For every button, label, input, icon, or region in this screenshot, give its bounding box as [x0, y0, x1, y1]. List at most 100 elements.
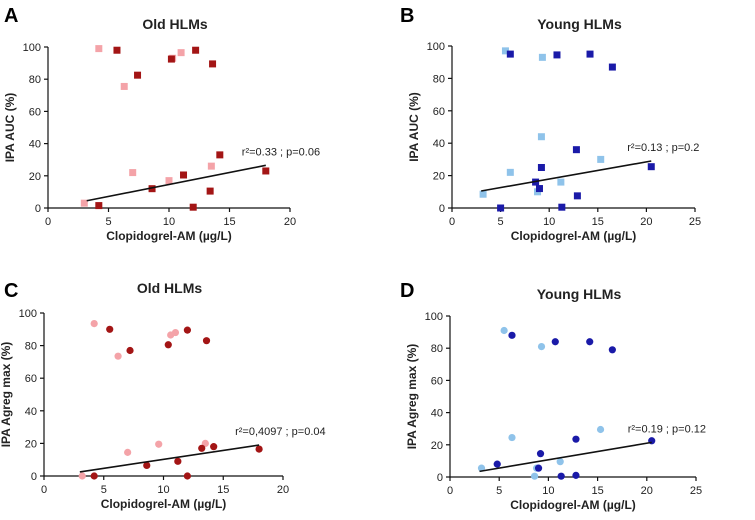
panel-b-point-dark: [553, 51, 561, 59]
panel-a-y-tick-label: 60: [29, 106, 41, 118]
panel-a-y-tick-label: 100: [23, 42, 41, 54]
panel-b-point-dark: [497, 204, 505, 212]
panel-c-point-dark: [143, 461, 151, 470]
panel-c-y-tick-label: 80: [25, 341, 37, 353]
panel-c: C Old HLMs 0 20 40 60 80 100 0 5 10 15 20 Clopidogrel…: [0, 280, 326, 511]
panel-c-point-dark: [202, 337, 211, 345]
panel-d-point-dark: [551, 338, 559, 346]
panel-b-point-dark: [647, 163, 655, 171]
panel-a-point-light: [165, 177, 173, 185]
panel-a-point-dark: [206, 187, 214, 195]
panel-c-point-dark: [183, 472, 191, 480]
panel-b-stats-annotation: r²=0.13 ; p=0.2: [627, 142, 699, 154]
panel-b-y-tick-label: 20: [433, 171, 445, 183]
panel-d-x-tick-label: 20: [641, 485, 653, 497]
panel-b-x-axis-label: Clopidogrel-AM (µg/L): [511, 229, 637, 243]
panel-c-point-dark: [183, 326, 191, 334]
panel-b-y-tick-label: 60: [433, 106, 445, 118]
panel-c-point-dark: [106, 325, 114, 333]
panel-c-title: Old HLMs: [137, 280, 203, 296]
panel-c-point-light: [155, 440, 163, 448]
panel-d-point-light: [556, 458, 564, 466]
panel-a-y-tick-label: 20: [29, 171, 41, 183]
panel-c-point-light: [124, 448, 132, 456]
panel-d-point-dark: [586, 338, 594, 346]
panel-c-y-tick-label: 20: [25, 438, 37, 450]
panel-a-point-dark: [134, 71, 142, 79]
panel-b-x-tick-label: 0: [449, 216, 455, 228]
panel-c-point-dark: [164, 341, 172, 349]
panel-b-x-tick-label: 15: [592, 216, 604, 228]
panel-a-point-dark: [167, 55, 175, 63]
panel-d-point-dark: [534, 464, 543, 472]
panel-c-y-tick-label: 0: [31, 471, 37, 483]
panel-b-regression-line: [481, 160, 652, 192]
panel-d-point-light: [531, 472, 539, 480]
panel-b-point-light: [538, 53, 546, 61]
panel-d-point-dark: [572, 435, 580, 443]
panel-b-point-dark: [558, 203, 566, 211]
panel-b-y-axis-label: IPA AUC (%): [407, 92, 421, 162]
panel-a-letter: A: [4, 5, 18, 27]
panel-d: D Young HLMs 0 20 40 60 80 100 0 5 10 15 20 25 Clopido…: [400, 280, 706, 512]
panel-b-title: Young HLMs: [537, 16, 622, 32]
panel-d-x-tick-label: 0: [447, 485, 453, 497]
panel-d-y-tick-label: 20: [431, 440, 443, 452]
panel-b-y-tick-label: 0: [439, 203, 445, 215]
panel-c-point-dark: [90, 472, 98, 480]
panel-c-point-light: [114, 352, 122, 360]
panel-a: A Old HLMs 0 20 40 60 80 100 0 5 10 15 20 Clopidogrel…: [3, 5, 320, 243]
panel-d-y-tick-label: 40: [431, 408, 443, 420]
panel-a-x-tick-label: 10: [163, 216, 175, 228]
panel-a-point-dark: [209, 60, 217, 68]
panel-b-point-light: [537, 133, 545, 141]
panel-d-y-tick-label: 100: [425, 311, 443, 323]
panel-b-point-dark: [608, 63, 616, 71]
panel-d-point-light: [508, 433, 516, 442]
panel-b-point-light: [557, 178, 565, 186]
panel-c-x-tick-label: 10: [157, 484, 169, 496]
panel-d-x-tick-label: 25: [690, 485, 702, 497]
panel-a-point-light: [80, 199, 88, 207]
panel-a-y-tick-label: 0: [35, 203, 41, 215]
panel-c-x-tick-label: 15: [217, 484, 229, 496]
panel-c-x-tick-label: 5: [101, 484, 107, 496]
panel-c-point-light: [78, 472, 86, 480]
panel-d-point-dark: [572, 471, 580, 479]
panel-a-title: Old HLMs: [142, 16, 208, 32]
panel-b-point-dark: [535, 185, 543, 193]
panel-a-x-tick-label: 20: [284, 216, 296, 228]
panel-c-point-light: [90, 319, 98, 328]
panel-a-point-dark: [262, 167, 270, 175]
panel-b: B Young HLMs 0 20 40 60 80 100 0 5 10 15 20 25 Clopido…: [400, 5, 701, 243]
panel-a-point-light: [177, 49, 185, 57]
panel-b-point-light: [501, 47, 509, 55]
panel-a-point-dark: [113, 46, 121, 54]
panel-c-point-dark: [174, 457, 182, 465]
panel-b-y-tick-label: 40: [433, 138, 445, 150]
panel-c-x-tick-label: 0: [41, 484, 47, 496]
panel-b-point-dark: [573, 192, 581, 200]
panel-c-y-tick-label: 60: [25, 373, 37, 385]
panel-d-stats-annotation: r²=0.19 ; p=0.12: [628, 423, 706, 435]
panel-a-point-light: [207, 162, 215, 170]
panel-a-x-axis-label: Clopidogrel-AM (µg/L): [106, 229, 232, 243]
panel-d-y-tick-label: 80: [431, 343, 443, 355]
panel-b-point-dark: [537, 164, 545, 171]
panel-b-y-tick-label: 100: [427, 41, 445, 53]
panel-d-point-light: [596, 425, 605, 434]
panel-c-y-tick-label: 100: [19, 308, 37, 320]
panel-b-x-tick-label: 25: [689, 216, 701, 228]
panel-a-y-axis-label: IPA AUC (%): [3, 93, 17, 163]
panel-a-y-tick-label: 80: [29, 74, 41, 86]
panel-b-x-tick-label: 5: [498, 216, 504, 228]
panel-a-point-light: [95, 45, 103, 53]
panel-d-point-dark: [536, 450, 545, 458]
panel-c-point-dark: [198, 444, 206, 452]
panel-d-point-light: [500, 326, 508, 335]
panel-b-point-light: [597, 155, 605, 163]
panel-d-y-axis-label: IPA Agreg max (%): [405, 344, 419, 450]
panel-c-y-tick-label: 40: [25, 406, 37, 418]
panel-a-x-tick-label: 5: [105, 216, 111, 228]
